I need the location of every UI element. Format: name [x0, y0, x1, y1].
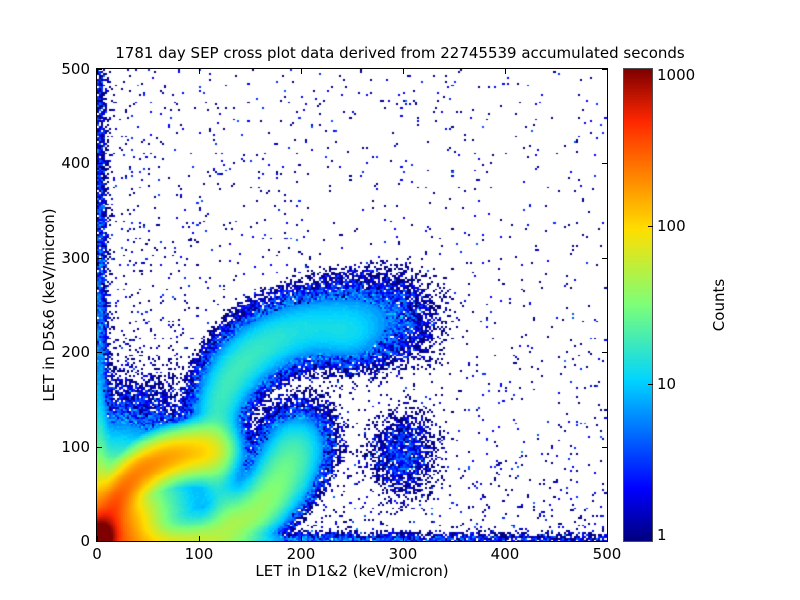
density-heatmap — [97, 69, 607, 541]
y-tick-label-4: 400 — [61, 154, 90, 173]
x-axis-label: LET in D1&2 (keV/micron) — [255, 562, 449, 580]
y-tick-label-3: 300 — [61, 248, 90, 267]
colorbar-tick-label-3: 1000 — [657, 66, 696, 84]
y-tick-label-1: 100 — [61, 437, 90, 456]
x-tick-1 — [199, 536, 200, 541]
x-tick-2 — [301, 536, 302, 541]
x-tick-5 — [607, 536, 608, 541]
y-tick-right-2 — [602, 352, 607, 354]
colorbar-tick-label-2: 100 — [657, 217, 686, 235]
y-tick-right-4 — [602, 163, 607, 165]
x-tick-top-2 — [301, 69, 302, 74]
x-tick-label-0: 0 — [92, 545, 102, 563]
y-tick-2 — [97, 352, 102, 354]
x-tick-top-4 — [505, 69, 506, 74]
colorbar[interactable] — [623, 68, 653, 542]
colorbar-tick-2 — [648, 226, 653, 227]
y-tick-3 — [97, 257, 102, 259]
y-axis-label: LET in D5&6 (keV/micron) — [40, 208, 58, 402]
y-tick-label-2: 200 — [61, 343, 90, 362]
x-tick-label-3: 300 — [388, 545, 418, 563]
y-tick-5 — [97, 69, 102, 70]
colorbar-gradient — [624, 69, 652, 541]
x-tick-top-0 — [97, 69, 98, 74]
y-tick-right-5 — [602, 69, 607, 70]
y-tick-1 — [97, 446, 102, 448]
y-tick-right-0 — [602, 541, 607, 542]
y-tick-right-1 — [602, 446, 607, 448]
colorbar-tick-label-0: 1 — [657, 526, 667, 544]
y-tick-0 — [97, 541, 102, 542]
colorbar-tick-label-1: 10 — [657, 375, 677, 393]
x-tick-label-1: 100 — [184, 545, 214, 563]
colorbar-tick-1 — [648, 384, 653, 385]
colorbar-label: Counts — [710, 278, 728, 332]
x-tick-3 — [403, 536, 404, 541]
x-tick-top-3 — [403, 69, 404, 74]
x-tick-0 — [97, 536, 98, 541]
x-tick-label-5: 500 — [592, 545, 622, 563]
y-tick-right-3 — [602, 257, 607, 259]
x-tick-label-2: 200 — [286, 545, 316, 563]
x-tick-label-4: 400 — [490, 545, 520, 563]
y-tick-label-0: 0 — [80, 532, 90, 550]
y-tick-label-5: 500 — [61, 60, 90, 78]
x-tick-top-5 — [607, 69, 608, 74]
x-tick-4 — [505, 536, 506, 541]
y-tick-4 — [97, 163, 102, 165]
x-tick-top-1 — [199, 69, 200, 74]
chart-title-line-1: 1781 day SEP cross plot data derived fro… — [115, 44, 685, 62]
plot-area[interactable] — [96, 68, 608, 542]
